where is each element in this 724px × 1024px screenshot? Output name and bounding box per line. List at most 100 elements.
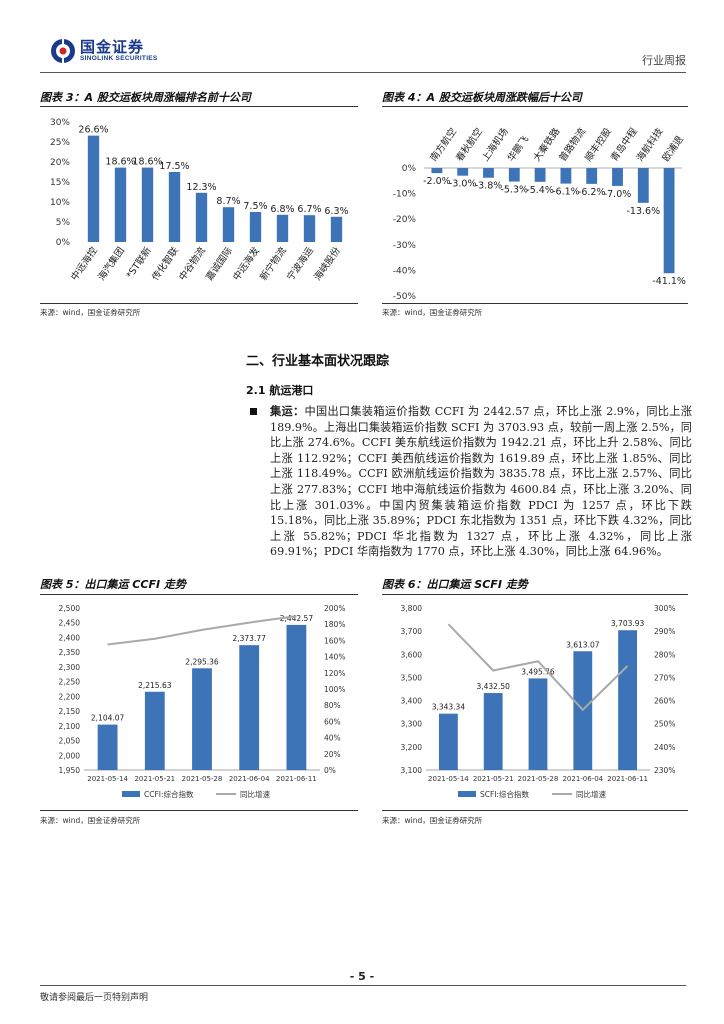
bar xyxy=(276,214,289,242)
bar xyxy=(222,207,235,242)
y-left-tick-label: 3,100 xyxy=(401,766,423,775)
fig4-chart: 0%-10%-20%-30%-40%-50%-2.0%南方航空-3.0%春秋航空… xyxy=(393,125,686,302)
x-tick-label: 2021-05-14 xyxy=(428,775,469,783)
y-right-tick-label: 40% xyxy=(324,734,341,743)
y-left-tick-label: 2,200 xyxy=(59,692,81,701)
y-tick-label: 0% xyxy=(402,164,417,174)
page-number: - 5 - xyxy=(349,970,375,983)
fig6-chart: 3,100 3,200 3,300 3,400 3,500 3,600 3,700 3,800… xyxy=(401,604,676,799)
bar-value-label: 18.6% xyxy=(105,157,135,168)
bar-value-label: 6.8% xyxy=(270,204,294,215)
y-tick-label: -10% xyxy=(393,190,417,200)
y-left-tick-label: 3,200 xyxy=(401,743,423,752)
bar-value-label: -13.6% xyxy=(626,206,660,217)
legend-bar-swatch xyxy=(458,791,476,797)
y-left-tick-label: 3,800 xyxy=(401,604,423,613)
y-right-tick-label: 300% xyxy=(654,604,675,613)
bar xyxy=(457,168,469,176)
footer-disclaimer: 敬请参阅最后一页特别声明 xyxy=(40,993,149,1003)
fig3-title: 图表 3：A 股交运板块周涨幅排名前十公司 xyxy=(40,91,251,104)
category-label: 华鹏飞 xyxy=(505,133,531,164)
fig4-source: 来源：wind，国金证券研究所 xyxy=(382,308,483,317)
bar xyxy=(663,168,675,274)
bar-value-label: 3,703.93 xyxy=(611,619,645,628)
y-tick-label: -30% xyxy=(393,241,417,251)
y-right-tick-label: 240% xyxy=(654,743,675,752)
y-left-tick-label: 2,050 xyxy=(59,737,81,746)
x-tick-label: 2021-05-28 xyxy=(182,775,223,783)
bar xyxy=(195,192,208,242)
y-tick-label: 25% xyxy=(50,138,70,148)
bar xyxy=(97,724,118,770)
y-right-tick-label: 280% xyxy=(654,650,675,659)
y-left-tick-label: 2,350 xyxy=(59,648,81,657)
bar-value-label: 26.6% xyxy=(78,125,108,136)
y-right-tick-label: 290% xyxy=(654,627,675,636)
bar-value-label: 6.7% xyxy=(297,204,321,215)
bar xyxy=(144,691,165,770)
y-left-tick-label: 2,150 xyxy=(59,707,81,716)
bar-value-label: 6.3% xyxy=(324,206,348,217)
y-left-tick-label: 1,950 xyxy=(59,766,81,775)
y-tick-label: -40% xyxy=(393,266,417,276)
y-right-tick-label: 140% xyxy=(324,653,345,662)
bar xyxy=(618,630,638,770)
yoy-growth-line xyxy=(447,623,629,712)
bar-value-label: 2,373.77 xyxy=(232,634,266,643)
bar-value-label: 17.5% xyxy=(159,161,189,172)
y-tick-label: -20% xyxy=(393,215,417,225)
y-right-tick-label: 120% xyxy=(324,669,345,678)
y-tick-label: 20% xyxy=(50,158,70,168)
company-logo: 国金证券 SINOLINK SECURITIES xyxy=(50,38,158,64)
report-type: 行业周报 xyxy=(642,54,686,67)
bar-value-label: 18.6% xyxy=(132,157,162,168)
bar-value-label: 3,495.76 xyxy=(521,667,555,676)
bar xyxy=(431,168,443,174)
fig5-chart: 1,950 2,000 2,050 2,100 2,150 2,200 2,250 2,300… xyxy=(59,604,346,799)
category-label: 海峡股份 xyxy=(311,244,343,282)
category-label: 欧浦退 xyxy=(660,133,686,164)
logo-en: SINOLINK SECURITIES xyxy=(80,55,158,62)
fig3-source: 来源：wind，国金证券研究所 xyxy=(40,308,141,317)
bar-value-label: 3,432.50 xyxy=(476,682,510,691)
category-label: 海汽集团 xyxy=(95,245,127,283)
category-label: *ST联新 xyxy=(124,244,155,280)
fig4-title: 图表 4：A 股交运板块周涨跌幅后十公司 xyxy=(382,91,582,104)
y-right-tick-label: 0% xyxy=(324,766,336,775)
bar-value-label: -41.1% xyxy=(652,276,686,287)
y-right-tick-label: 160% xyxy=(324,636,345,645)
bar xyxy=(528,678,548,770)
sinolink-logo-icon xyxy=(51,39,75,63)
bullet-body: 中国出口集装箱运价指数 CCFI 为 2442.57 点，环比上涨 2.9%，同… xyxy=(270,405,692,559)
legend-bar-label: CCFI:综合指数 xyxy=(144,789,194,799)
bullet-lead: 集运： xyxy=(270,405,305,418)
bar-value-label: -5.4% xyxy=(526,185,554,196)
legend-bar-label: SCFI:综合指数 xyxy=(480,789,530,799)
y-left-tick-label: 3,500 xyxy=(401,673,423,682)
bar xyxy=(87,135,100,242)
bar-value-label: 7.5% xyxy=(243,201,267,212)
y-left-tick-label: 2,450 xyxy=(59,619,81,628)
y-right-tick-label: 180% xyxy=(324,620,345,629)
y-left-tick-label: 3,600 xyxy=(401,650,423,659)
header-divider xyxy=(40,72,686,73)
bar-value-label: 3,343.34 xyxy=(432,703,466,712)
fig3-chart: 0%5%10%15%20%25%30%26.6%中远海控18.6%海汽集团18.… xyxy=(50,118,349,283)
bar xyxy=(534,168,546,182)
bar-value-label: -6.1% xyxy=(552,187,580,198)
y-left-tick-label: 2,400 xyxy=(59,633,81,642)
fig3-rule xyxy=(40,106,358,107)
bar-value-label: 12.3% xyxy=(186,182,216,193)
x-tick-label: 2021-05-21 xyxy=(473,775,514,783)
bar-value-label: 3,613.07 xyxy=(566,640,600,649)
y-left-tick-label: 3,300 xyxy=(401,720,423,729)
x-tick-label: 2021-06-04 xyxy=(562,775,603,783)
fig4-bottom-rule xyxy=(382,303,688,304)
bar xyxy=(192,668,212,770)
x-tick-label: 2021-06-04 xyxy=(229,775,270,783)
legend-bar-swatch xyxy=(122,791,140,797)
bar xyxy=(586,168,598,184)
y-right-tick-label: 20% xyxy=(324,750,341,759)
y-tick-label: 5% xyxy=(56,218,71,228)
y-tick-label: 0% xyxy=(56,238,71,248)
